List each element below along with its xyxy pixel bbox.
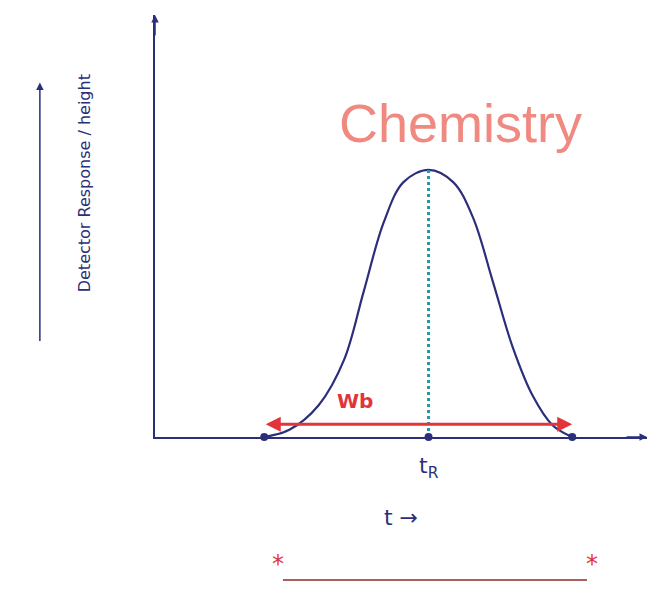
- svg-text:Wb: Wb: [337, 389, 373, 413]
- svg-text:t​R​: t​R​: [419, 453, 439, 482]
- svg-text:*: *: [272, 550, 284, 578]
- svg-text:Chemistry: Chemistry: [339, 93, 582, 153]
- svg-text:t →: t →: [384, 505, 418, 530]
- svg-text:Detector Response / height: Detector Response / height: [75, 74, 94, 292]
- svg-text:*: *: [586, 550, 598, 578]
